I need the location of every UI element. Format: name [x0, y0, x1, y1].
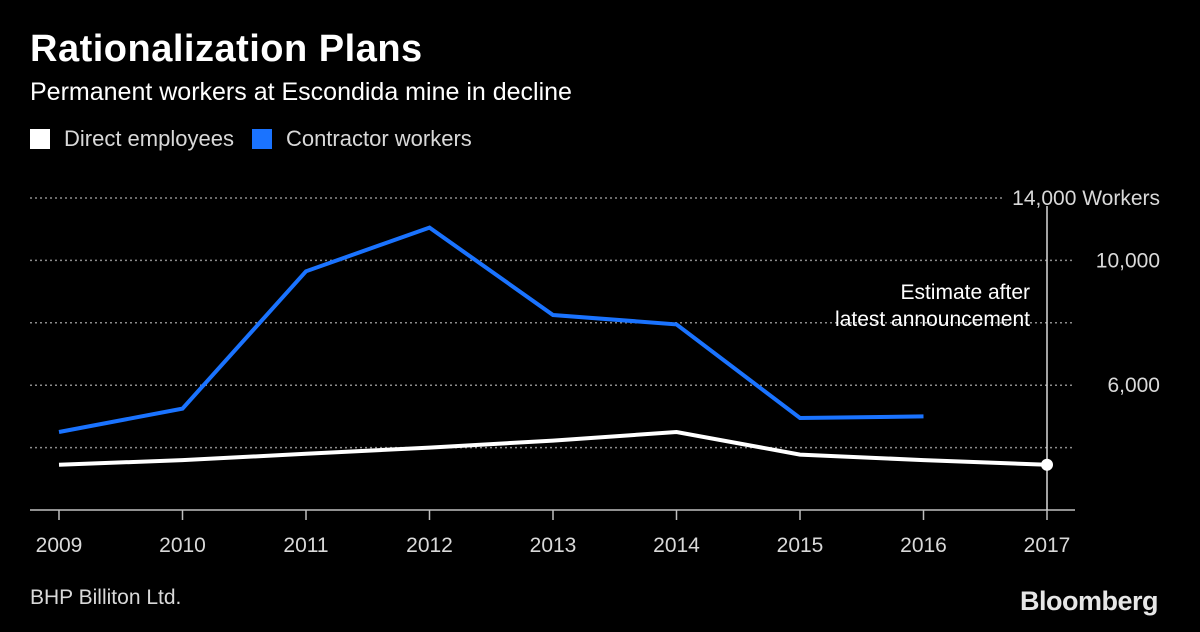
x-tick-label-2016: 2016: [900, 534, 947, 557]
legend-swatch-contractor-workers: [251, 129, 272, 149]
y-label-bg-2: [1004, 185, 1168, 212]
y-label-bg-0: [1099, 372, 1168, 400]
legend-item-contractor-workers: Contractor workers: [251, 126, 472, 152]
x-tick-label-2017: 2017: [1024, 534, 1071, 557]
y-tick-label-2: 14,000 Workers: [1012, 187, 1160, 210]
legend-label-contractor-workers: Contractor workers: [285, 126, 472, 151]
legend-item-direct-employees: Direct employees: [30, 126, 234, 152]
x-tick-label-2010: 2010: [159, 534, 206, 557]
x-tick-label-2015: 2015: [777, 534, 824, 557]
annotation-line-0: Estimate after: [900, 281, 1030, 304]
legend: Direct employees Contractor workers: [30, 126, 490, 152]
y-tick-label-1: 10,000: [1096, 249, 1160, 272]
chart-title: Rationalization Plans: [30, 28, 423, 70]
source-note: BHP Billiton Ltd.: [30, 586, 182, 609]
x-tick-label-2011: 2011: [283, 534, 328, 557]
legend-label-direct-employees: Direct employees: [64, 126, 234, 151]
series-line-direct-employees: [58, 429, 1048, 467]
annotation-line-1: latest announcement: [835, 308, 1030, 331]
x-tick-label-2009: 2009: [36, 534, 83, 557]
y-label-bg-1: [1087, 247, 1168, 275]
chart-subtitle: Permanent workers at Escondida mine in d…: [30, 78, 572, 106]
x-tick-label-2014: 2014: [653, 534, 700, 557]
legend-swatch-direct-employees: [30, 129, 50, 149]
series-line-contractor-workers: [58, 225, 924, 434]
y-tick-label-0: 6,000: [1107, 374, 1160, 397]
x-tick-label-2012: 2012: [406, 534, 453, 557]
bloomberg-logo: Bloomberg: [1019, 586, 1159, 616]
estimate-point: [1041, 458, 1053, 471]
x-tick-label-2013: 2013: [530, 534, 577, 557]
